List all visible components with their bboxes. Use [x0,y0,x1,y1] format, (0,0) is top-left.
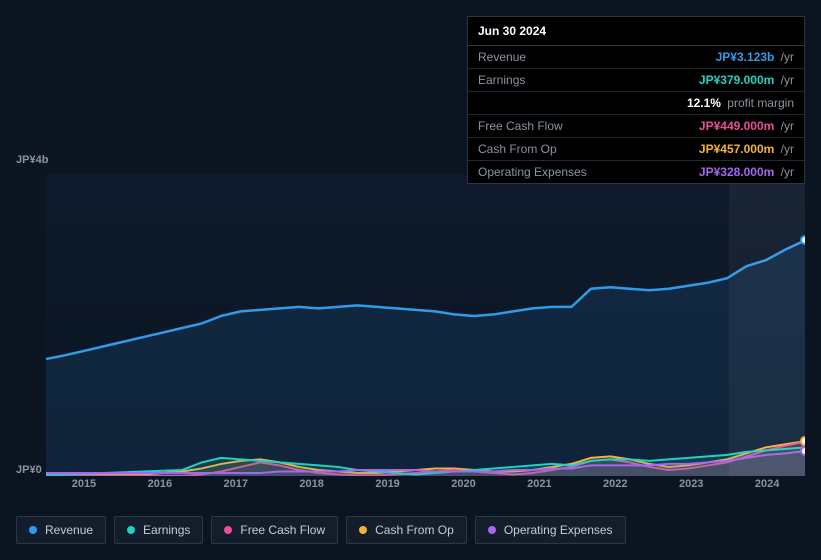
tooltip-row: 12.1% profit margin [468,92,804,115]
tooltip-value: JP¥3.123b /yr [716,50,794,64]
x-tick: 2015 [46,478,122,498]
legend-label: Free Cash Flow [240,523,325,537]
x-axis: 2015201620172018201920202021202220232024 [46,478,805,498]
x-tick: 2018 [274,478,350,498]
tooltip-unit: /yr [777,73,794,87]
tooltip-unit: profit margin [724,96,794,110]
tooltip-unit: /yr [777,142,794,156]
legend-item[interactable]: Operating Expenses [475,516,626,544]
x-tick: 2023 [653,478,729,498]
x-tick: 2024 [729,478,805,498]
legend-item[interactable]: Cash From Op [346,516,467,544]
tooltip-label: Revenue [478,50,716,64]
tooltip-label: Free Cash Flow [478,119,699,133]
tooltip-row: Cash From OpJP¥457.000m /yr [468,138,804,161]
tooltip-label [478,96,687,110]
legend-dot-icon [224,526,232,534]
x-tick: 2020 [426,478,502,498]
legend-dot-icon [29,526,37,534]
legend-dot-icon [488,526,496,534]
future-band [729,174,805,476]
legend-label: Earnings [143,523,190,537]
tooltip-value: JP¥449.000m /yr [699,119,794,133]
series-marker [800,446,805,456]
legend-label: Cash From Op [375,523,454,537]
tooltip-label: Cash From Op [478,142,699,156]
legend-item[interactable]: Revenue [16,516,106,544]
tooltip-value: 12.1% profit margin [687,96,794,110]
tooltip-value: JP¥379.000m /yr [699,73,794,87]
series-area [46,240,805,476]
tooltip-row: RevenueJP¥3.123b /yr [468,46,804,69]
legend-label: Revenue [45,523,93,537]
x-tick: 2022 [577,478,653,498]
y-max-label: JP¥4b [16,154,48,166]
legend-item[interactable]: Free Cash Flow [211,516,338,544]
series-marker [800,436,805,446]
tooltip-row: EarningsJP¥379.000m /yr [468,69,804,92]
tooltip-value: JP¥328.000m /yr [699,165,794,179]
plot-area[interactable] [46,174,805,476]
tooltip-unit: /yr [777,165,794,179]
x-tick: 2019 [350,478,426,498]
tooltip-label: Operating Expenses [478,165,699,179]
x-tick: 2016 [122,478,198,498]
tooltip-label: Earnings [478,73,699,87]
tooltip-unit: /yr [777,119,794,133]
tooltip-row: Operating ExpensesJP¥328.000m /yr [468,161,804,183]
chart-legend: Revenue Earnings Free Cash Flow Cash From O… [16,516,626,544]
legend-dot-icon [359,526,367,534]
legend-item[interactable]: Earnings [114,516,203,544]
y-zero-label: JP¥0 [16,464,42,476]
financials-chart: JP¥4b JP¥0 20152016201720182019202020212… [16,156,805,516]
x-tick: 2021 [501,478,577,498]
chart-tooltip: Jun 30 2024 RevenueJP¥3.123b /yrEarnings… [467,16,805,184]
tooltip-date: Jun 30 2024 [468,17,804,46]
tooltip-value: JP¥457.000m /yr [699,142,794,156]
series-marker [800,235,805,245]
x-tick: 2017 [198,478,274,498]
legend-label: Operating Expenses [504,523,613,537]
legend-dot-icon [127,526,135,534]
tooltip-unit: /yr [777,50,794,64]
tooltip-row: Free Cash FlowJP¥449.000m /yr [468,115,804,138]
